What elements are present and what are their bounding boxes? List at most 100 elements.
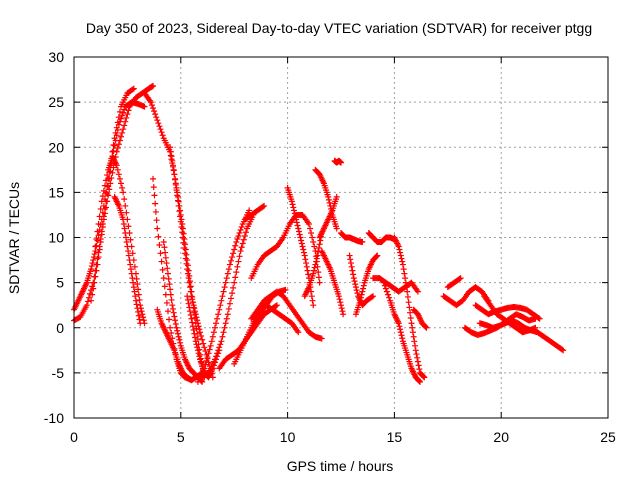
data-point (217, 341, 224, 348)
data-point (406, 304, 413, 311)
series-arc-31 (380, 279, 424, 385)
data-point (325, 193, 332, 200)
data-point (349, 267, 356, 274)
data-point (204, 354, 211, 361)
data-point (232, 274, 239, 281)
data-point (182, 250, 189, 257)
data-point (370, 293, 377, 300)
data-point (222, 320, 229, 327)
x-tick-label: 15 (387, 429, 403, 445)
series-arc-5 (111, 193, 144, 327)
data-point (207, 342, 214, 349)
data-point (373, 253, 380, 260)
data-point (325, 196, 332, 203)
data-point (126, 257, 133, 264)
data-point (208, 338, 215, 345)
data-point (115, 171, 122, 178)
data-point (174, 197, 181, 204)
data-point (218, 297, 225, 304)
data-point (157, 126, 164, 133)
data-point (229, 290, 236, 297)
chart-title: Day 350 of 2023, Sidereal Day-to-day VTE… (86, 20, 592, 36)
data-point (134, 281, 141, 288)
data-point (127, 261, 134, 268)
data-point (176, 208, 183, 215)
data-point (219, 333, 226, 340)
data-point (338, 305, 345, 312)
data-point (113, 124, 120, 131)
data-point (194, 347, 201, 354)
data-point (288, 198, 295, 205)
data-point (113, 148, 120, 155)
data-point (166, 316, 173, 323)
data-point (194, 344, 201, 351)
data-point (91, 279, 98, 286)
data-point (154, 225, 161, 232)
data-point (121, 196, 128, 203)
data-point (233, 269, 240, 276)
data-point (152, 111, 159, 118)
data-point (150, 82, 157, 89)
data-point (105, 192, 112, 199)
data-point (133, 301, 140, 308)
data-point (312, 248, 319, 255)
data-point (414, 358, 421, 365)
data-point (120, 126, 127, 133)
data-point (184, 266, 191, 273)
data-point (123, 114, 130, 121)
data-point (296, 231, 303, 238)
data-point (374, 252, 381, 259)
data-point (135, 308, 142, 315)
data-point (423, 324, 430, 331)
data-point (382, 285, 389, 292)
data-point (340, 311, 347, 318)
data-point (221, 324, 228, 331)
data-point (421, 374, 428, 381)
data-point (189, 296, 196, 303)
data-point (101, 182, 108, 189)
data-point (415, 362, 422, 369)
data-point (139, 311, 146, 318)
data-point (559, 346, 566, 353)
data-point (162, 249, 169, 256)
data-point (407, 314, 414, 321)
data-point (295, 228, 302, 235)
data-point (130, 279, 137, 286)
data-point (202, 348, 209, 355)
data-point (292, 213, 299, 220)
data-point (173, 324, 180, 331)
data-point (172, 317, 179, 324)
data-point (187, 308, 194, 315)
data-point (119, 129, 126, 136)
data-point (103, 177, 110, 184)
data-point (407, 309, 414, 316)
data-point (237, 248, 244, 255)
data-point (135, 312, 142, 319)
data-point (130, 284, 137, 291)
data-point (167, 291, 174, 298)
y-tick-label: 20 (48, 139, 64, 155)
series-arc-24 (318, 248, 347, 318)
series-arc-33 (410, 306, 430, 331)
data-point (310, 270, 317, 277)
data-point (152, 208, 159, 215)
data-point (174, 327, 181, 334)
data-point (94, 261, 101, 268)
data-point (401, 270, 408, 277)
data-point (161, 283, 168, 290)
data-point (211, 356, 218, 363)
data-point (158, 258, 165, 265)
data-point (96, 213, 103, 220)
data-point (399, 261, 406, 268)
data-point (169, 162, 176, 169)
data-point (416, 378, 423, 385)
data-point (315, 274, 322, 281)
data-point (184, 296, 191, 303)
data-point (237, 226, 244, 233)
data-point (93, 236, 100, 243)
data-point (172, 181, 179, 188)
data-point (190, 302, 197, 309)
data-point (227, 295, 234, 302)
data-point (410, 333, 417, 340)
data-point (309, 234, 316, 241)
